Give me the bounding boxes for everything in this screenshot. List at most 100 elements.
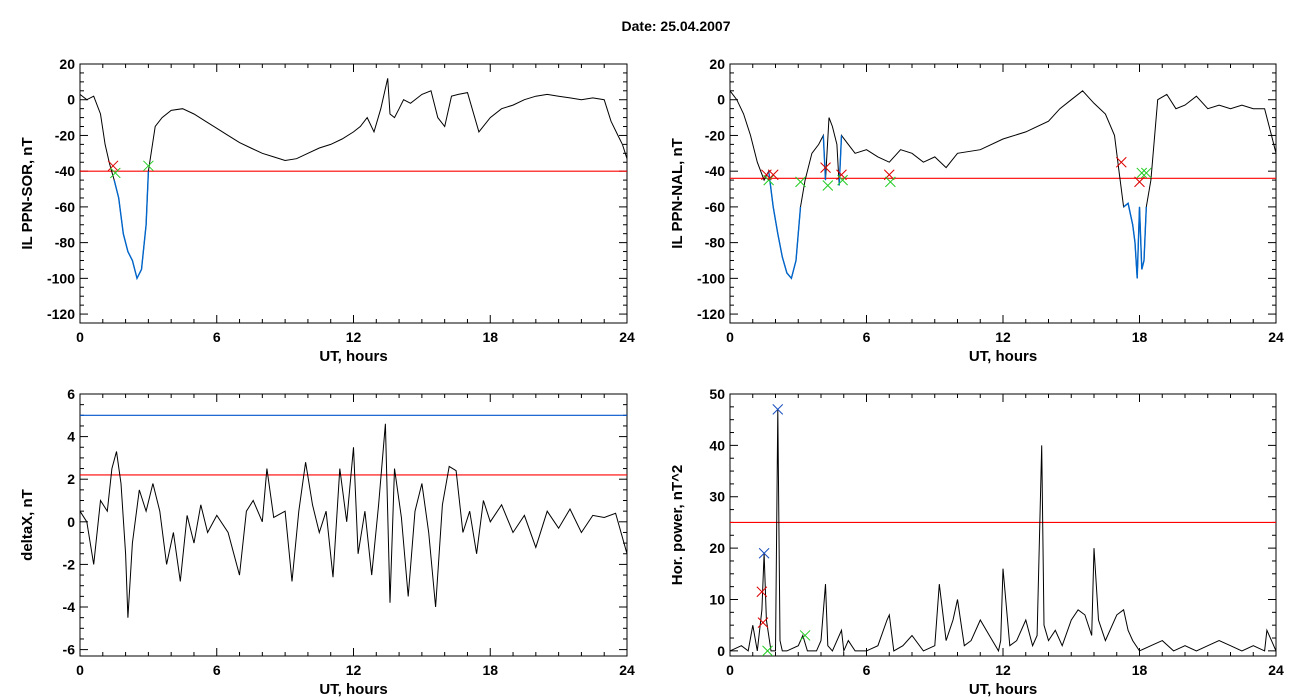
event-marker	[795, 176, 806, 188]
x-tick-label: 18	[482, 329, 498, 345]
y-tick-label: -20	[705, 127, 725, 143]
y-tick-label: -100	[697, 270, 725, 286]
y-tick-label: -80	[55, 235, 75, 251]
event-marker	[885, 176, 896, 188]
marker-stroke	[762, 645, 773, 657]
y-tick-label: 30	[709, 489, 725, 505]
event-marker	[107, 160, 119, 172]
panel-il-ppn-nal: 0 6 12 18 24 -120 -100 -80 -60 -40 -20 0 20 UT, hours…	[669, 56, 1284, 365]
x-tick-label: 24	[619, 662, 635, 678]
event-marker	[799, 630, 811, 641]
event-marker	[820, 162, 831, 173]
highlight-segment	[113, 171, 150, 281]
x-tick-label: 0	[76, 329, 84, 345]
x-tick-label: 0	[76, 662, 84, 678]
x-tick-label: 12	[995, 662, 1011, 678]
plot-frame	[729, 393, 1277, 657]
marker-stroke	[795, 176, 806, 188]
marker-stroke	[757, 617, 769, 628]
event-marker	[109, 167, 121, 179]
y-axis-title: IL PPN-NAL, nT	[669, 138, 686, 249]
highlight-segment	[1123, 202, 1147, 279]
event-marker	[1115, 156, 1127, 168]
x-axis-title: UT, hours	[969, 348, 1037, 365]
y-tick-label: 40	[709, 437, 725, 453]
y-tick-label: -40	[705, 163, 725, 179]
x-tick-label: 12	[346, 329, 362, 345]
y-tick-label: 20	[709, 540, 725, 556]
marker-stroke	[820, 162, 831, 173]
highlight-segment	[822, 135, 827, 181]
x-tick-label: 18	[1132, 662, 1148, 678]
event-marker	[837, 174, 848, 186]
highlight-segment	[768, 171, 802, 280]
event-marker	[762, 645, 773, 657]
y-tick-label: -2	[63, 556, 76, 572]
y-tick-label: 0	[717, 643, 725, 659]
marker-stroke	[836, 169, 847, 181]
x-tick-label: 6	[863, 329, 871, 345]
y-tick-label: 0	[717, 92, 725, 108]
event-marker	[143, 160, 154, 172]
y-tick-label: -120	[47, 306, 75, 322]
y-tick-label: 2	[67, 471, 75, 487]
y-tick-label: 0	[67, 514, 75, 530]
data-trace	[79, 78, 628, 280]
event-marker	[1136, 167, 1148, 179]
x-tick-label: 24	[1268, 662, 1284, 678]
y-tick-label: 10	[709, 591, 725, 607]
marker-stroke	[763, 174, 775, 186]
marker-stroke	[758, 547, 770, 559]
x-tick-label: 12	[346, 662, 362, 678]
marker-stroke	[1115, 156, 1127, 168]
marker-stroke	[772, 404, 784, 415]
marker-stroke	[767, 169, 779, 181]
event-marker	[1140, 167, 1152, 179]
event-marker	[1134, 176, 1145, 188]
panel-hor-power: 0 6 12 18 24 0 10 20 30 40 50 UT, hours Hor. power, …	[669, 386, 1284, 698]
marker-stroke	[1140, 167, 1152, 179]
x-tick-label: 18	[1132, 329, 1148, 345]
y-tick-label: -100	[47, 270, 75, 286]
event-marker	[757, 617, 769, 628]
y-tick-label: -60	[705, 199, 725, 215]
x-axis-title: UT, hours	[969, 681, 1037, 698]
x-tick-label: 24	[1268, 329, 1284, 345]
x-axis-title: UT, hours	[319, 348, 387, 365]
plot-frame	[79, 63, 628, 324]
y-tick-label: -120	[697, 306, 725, 322]
y-axis-title: deltaX, nT	[19, 489, 36, 561]
x-tick-label: 12	[995, 329, 1011, 345]
y-tick-label: 0	[67, 92, 75, 108]
y-tick-label: -60	[55, 199, 75, 215]
x-tick-label: 24	[619, 329, 635, 345]
event-marker	[767, 169, 779, 181]
x-tick-label: 18	[482, 662, 498, 678]
event-marker	[822, 180, 834, 191]
y-tick-label: -80	[705, 235, 725, 251]
marker-stroke	[107, 160, 119, 172]
y-tick-label: -20	[55, 127, 75, 143]
y-tick-label: -4	[63, 599, 76, 615]
marker-stroke	[143, 160, 154, 172]
x-tick-label: 6	[213, 329, 221, 345]
y-tick-label: 20	[59, 56, 75, 72]
marker-stroke	[837, 174, 848, 186]
data-trace	[729, 90, 1277, 280]
x-tick-label: 6	[863, 662, 871, 678]
x-tick-label: 0	[726, 329, 734, 345]
x-tick-label: 0	[726, 662, 734, 678]
event-marker	[763, 174, 775, 186]
marker-stroke	[885, 176, 896, 188]
event-marker	[756, 586, 768, 598]
plot-frame	[729, 63, 1277, 324]
marker-stroke	[756, 586, 768, 598]
event-marker	[758, 547, 770, 559]
data-trace	[729, 409, 1277, 653]
data-trace	[79, 423, 628, 618]
y-tick-label: 20	[709, 56, 725, 72]
y-tick-label: 4	[67, 429, 75, 445]
y-tick-label: -6	[63, 642, 76, 658]
